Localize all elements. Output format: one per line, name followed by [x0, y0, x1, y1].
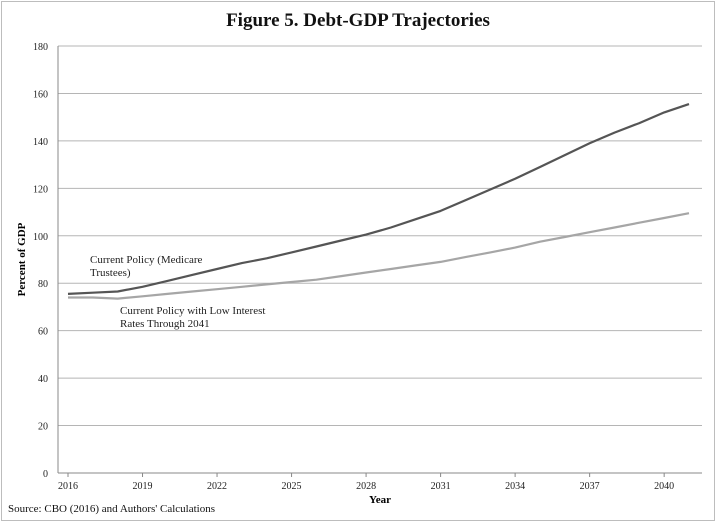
x-axis-label: Year — [369, 494, 391, 506]
x-tick-label: 2019 — [133, 481, 153, 492]
x-tick-label: 2016 — [58, 481, 78, 492]
x-tick-label: 2022 — [207, 481, 227, 492]
chart-title: Figure 5. Debt-GDP Trajectories — [226, 10, 490, 31]
y-tick-label: 180 — [33, 42, 48, 53]
series-label-2: Current Policy with Low Interest — [120, 305, 265, 317]
y-tick-label: 140 — [33, 137, 48, 148]
series-label-1: Trustees) — [90, 267, 131, 279]
series-label-2: Rates Through 2041 — [120, 318, 210, 330]
x-tick-label: 2040 — [654, 481, 674, 492]
x-tick-label: 2037 — [580, 481, 600, 492]
y-tick-label: 20 — [38, 422, 48, 433]
y-tick-label: 40 — [38, 374, 48, 385]
y-tick-label: 0 — [43, 469, 48, 480]
x-tick-label: 2034 — [505, 481, 525, 492]
y-tick-label: 100 — [33, 232, 48, 243]
x-tick-label: 2028 — [356, 481, 376, 492]
y-axis-label: Percent of GDP — [16, 222, 28, 296]
x-tick-label: 2025 — [282, 481, 302, 492]
x-tick-label: 2031 — [431, 481, 451, 492]
y-tick-label: 160 — [33, 89, 48, 100]
source-note: Source: CBO (2016) and Authors' Calculat… — [8, 503, 215, 515]
y-tick-label: 80 — [38, 279, 48, 290]
y-tick-label: 60 — [38, 327, 48, 338]
series-line-2 — [68, 212, 690, 300]
y-tick-label: 120 — [33, 184, 48, 195]
series-label-1: Current Policy (Medicare — [90, 254, 203, 266]
series-line-1 — [67, 103, 690, 295]
